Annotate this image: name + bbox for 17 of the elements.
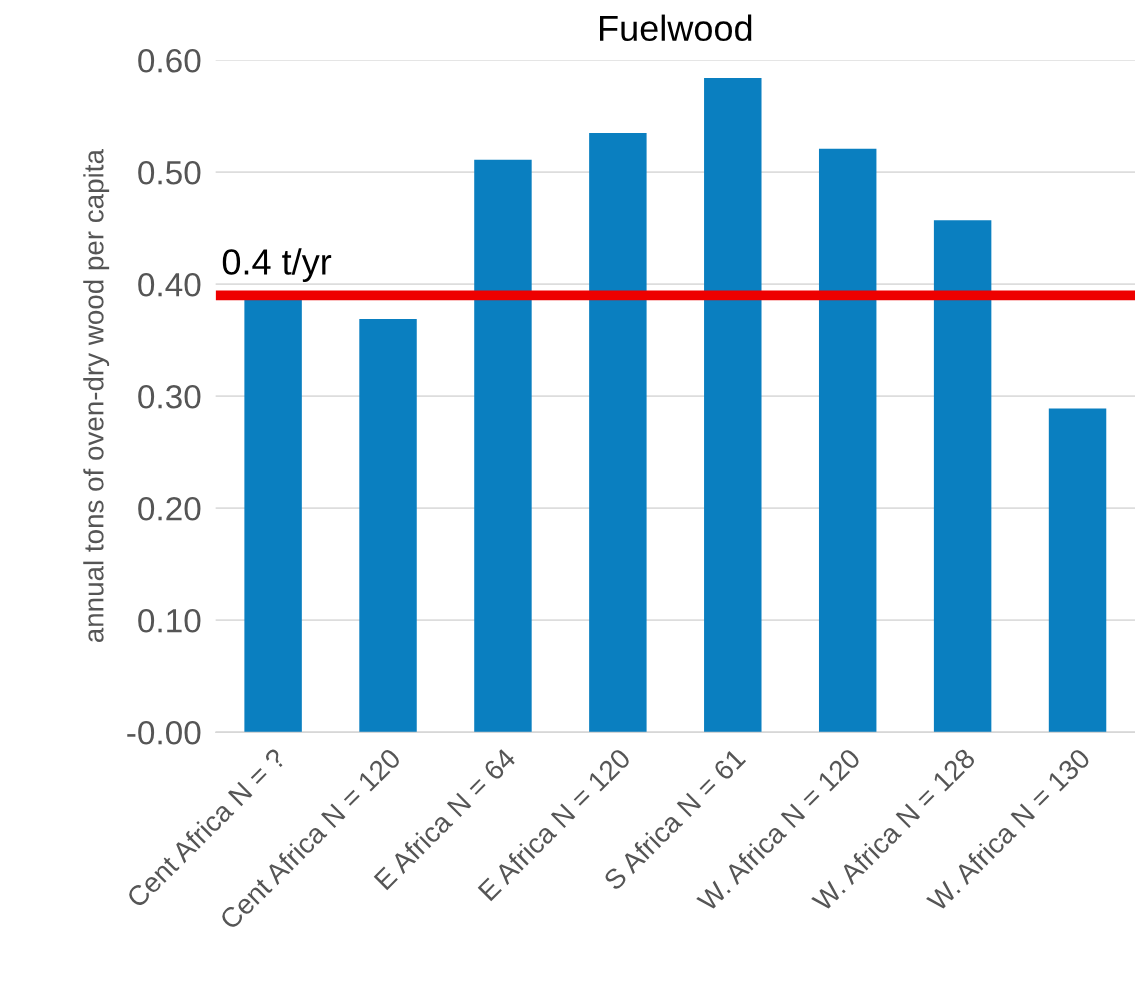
y-tick-label: 0.30 [138,384,201,409]
bar [589,132,647,733]
bar [933,220,992,733]
y-tick-label: 0.10 [138,608,201,633]
y-tick-label: 0.20 [138,496,201,521]
y-tick-label: 0.50 [138,160,201,185]
y-axis-title: annual tons of oven-dry wood per capita [83,149,110,643]
ref-line-label: 0.4 t/yr [222,248,332,282]
y-tick-label: 0.60 [138,48,201,73]
bar [818,148,877,733]
bar [359,318,417,733]
bar [1048,408,1107,733]
chart-title: Fuelwood [600,14,752,42]
bar [704,78,762,733]
y-tick-label: 0.40 [138,272,201,297]
y-tick-label: -0.00 [127,720,201,745]
bar [474,159,532,733]
